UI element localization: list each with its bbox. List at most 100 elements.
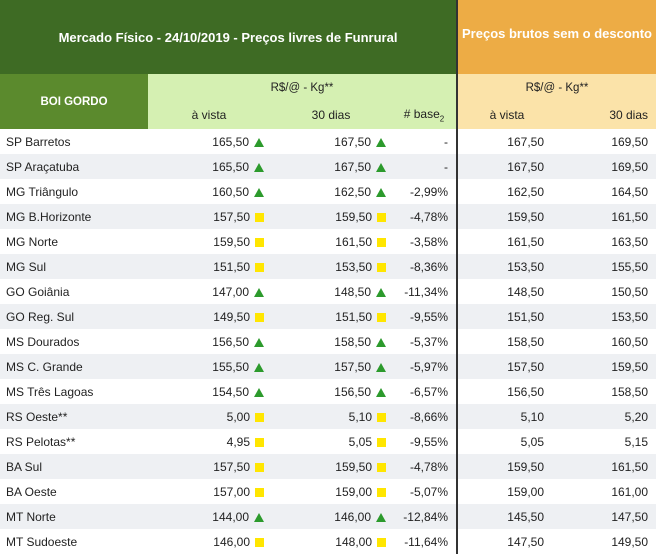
price-30dias-cell: 167,50 [270,129,392,154]
col-header-avista: à vista [148,101,270,129]
arrow-up-icon [254,387,264,397]
region-name: MS Dourados [6,334,80,349]
arrow-up-icon [376,287,386,297]
arrow-up-icon [254,137,264,147]
price-avista: 146,00 [213,534,250,549]
arrow-up-icon [254,162,264,172]
price-30dias-cell: 156,50 [270,379,392,404]
table-row: GO Goiânia 147,00 148,50 -11,34% 148,50 150,5… [0,279,656,304]
stable-square-icon [255,237,264,247]
table-row: MT Norte 144,00 146,00 -12,84% 145,50 147,50 [0,504,656,529]
gross-30dias: 160,50 [611,334,649,349]
price-30dias-cell: 159,00 [270,479,392,504]
price-30dias: 151,50 [335,309,372,324]
table-body: SP Barretos 165,50 167,50-167,50 169,50 SP A… [0,129,656,554]
price-30dias-cell: 5,05 [270,429,392,454]
price-avista-cell: 151,50 [148,254,270,279]
stable-square-icon [377,437,386,447]
price-avista-cell: 146,00 [148,529,270,554]
region-name: MT Norte [0,504,148,529]
stable-square-icon [255,437,264,447]
col-header-base-text: # base [403,106,440,121]
price-30dias: 146,00 [334,509,371,524]
gross-30dias: 158,50 [611,384,649,399]
price-30dias-cell: 159,50 [270,454,392,479]
region-name: MT Sudoeste [6,534,78,549]
table-row: SP Barretos 165,50 167,50 - 167,50 169,50 [0,129,656,154]
price-30dias: 161,50 [335,234,372,249]
region-name: SP Barretos [6,134,71,149]
stable-square-icon [255,312,264,322]
stable-square-icon [255,487,264,497]
region-name: MS Três Lagoas [6,384,94,399]
stable-square-icon [255,462,264,472]
gross-avista: 156,50 [507,384,544,399]
gross-avista: 147,50 [507,534,544,549]
price-avista: 157,50 [213,209,250,224]
gross-30dias: 5,15 [624,434,649,449]
gross-30dias: 150,50 [611,284,649,299]
gross-avista: 158,50 [507,334,544,349]
price-30dias: 167,50 [334,159,371,174]
table-row: SP Araçatuba 165,50 167,50-167,50 169,50 [0,154,656,179]
region-name: MS C. Grande [0,354,148,379]
price-avista-cell: 147,00 [148,279,270,304]
price-avista: 144,00 [212,509,249,524]
price-avista: 5,00 [226,409,250,424]
price-avista: 165,50 [212,134,249,149]
gross-30dias: 161,50 [556,454,656,479]
price-avista: 157,50 [213,459,250,474]
base-value: -9,55% [392,429,458,454]
gross-avista: 5,05 [520,434,544,449]
price-30dias: 159,00 [335,484,372,499]
price-30dias: 159,50 [335,209,372,224]
price-30dias-cell: 151,50 [270,304,392,329]
price-30dias-cell: 157,50 [270,354,392,379]
table-row: MG Triângulo 160,50 162,50 -2,99% 162,50 164,… [0,179,656,204]
col-header-base-sub: 2 [439,114,445,124]
gross-30dias: 149,50 [611,534,649,549]
base-value: -8,66% [392,404,458,429]
stable-square-icon [255,212,264,222]
gross-avista: 157,50 [457,354,556,379]
base-value: -5,97% [392,354,458,379]
price-avista: 156,50 [212,334,249,349]
base-value: -3,58% [392,229,458,254]
price-30dias: 156,50 [334,384,371,399]
price-avista: 155,50 [212,359,249,374]
price-avista-cell: 157,50 [148,204,270,229]
base-value: - [392,129,458,154]
gross-avista: 162,50 [507,184,544,199]
gross-avista: 5,10 [457,404,556,429]
arrow-up-icon [254,287,264,297]
price-avista: 147,00 [212,284,249,299]
arrow-up-icon [376,162,386,172]
price-avista-cell: 154,50 [148,379,270,404]
stable-square-icon [255,537,264,547]
gross-30dias: 161,00 [611,484,649,499]
gross-30dias: 147,50 [556,504,656,529]
category-label: BOI GORDO [0,74,148,129]
price-30dias: 5,05 [348,434,372,449]
gross-30dias: 169,50 [556,154,656,179]
region-name: SP Araçatuba [0,154,148,179]
price-avista-cell: 165,50 [148,129,270,154]
price-avista-cell: 157,50 [148,454,270,479]
gross-price-note: Preços brutos sem o desconto do Funrural… [457,0,656,74]
region-name: GO Goiânia [6,284,70,299]
price-30dias: 158,50 [334,334,371,349]
base-value: -11,64% [392,529,458,554]
base-value: - [392,154,458,179]
col-header-30dias-gross: 30 dias [556,101,656,129]
stable-square-icon [377,237,386,247]
price-30dias-cell: 153,50 [270,254,392,279]
gross-avista: 145,50 [457,504,556,529]
base-value: -4,78% [392,454,458,479]
price-30dias-cell: 158,50 [270,329,392,354]
price-30dias-cell: 146,00 [270,504,392,529]
gross-avista: 167,50 [457,154,556,179]
stable-square-icon [377,487,386,497]
table-row: RS Oeste** 5,00 5,10 -8,66% 5,10 5,20 [0,404,656,429]
price-avista: 159,50 [213,234,250,249]
